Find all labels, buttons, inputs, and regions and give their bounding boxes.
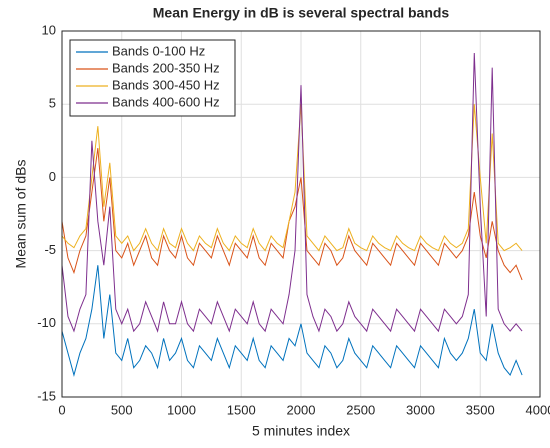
x-tick-label: 2500 (346, 402, 375, 417)
x-tick-label: 3000 (406, 402, 435, 417)
legend-label: Bands 0-100 Hz (112, 43, 205, 58)
y-tick-label: 0 (49, 169, 56, 184)
legend-label: Bands 200-350 Hz (112, 60, 220, 75)
y-tick-label: -15 (37, 388, 56, 403)
x-axis-label: 5 minutes index (252, 423, 350, 439)
legend: Bands 0-100 Hz Bands 200-350 Hz Bands 300-… (69, 39, 236, 117)
legend-label: Bands 300-450 Hz (112, 77, 220, 92)
x-tick-label: 4000 (526, 402, 550, 417)
series-line (61, 52, 523, 333)
y-tick-label: -5 (44, 242, 56, 257)
y-tick-label: 5 (49, 96, 56, 111)
chart-title: Mean Energy in dB is several spectral ba… (153, 5, 450, 21)
series-line (61, 148, 523, 281)
series-line (61, 265, 523, 377)
series-line (61, 104, 523, 252)
x-tick-label: 1000 (167, 402, 196, 417)
x-tick-label: 500 (111, 402, 133, 417)
x-tick-label: 2000 (287, 402, 316, 417)
y-axis-label: Mean sum of dBs (13, 160, 29, 269)
y-tick-label: 10 (42, 22, 56, 37)
x-tick-label: 3500 (466, 402, 495, 417)
y-tick-label: -10 (37, 315, 56, 330)
x-tick-label: 0 (58, 402, 65, 417)
legend-label: Bands 400-600 Hz (112, 94, 220, 109)
x-tick-label: 1500 (227, 402, 256, 417)
plot-frame (61, 30, 541, 398)
